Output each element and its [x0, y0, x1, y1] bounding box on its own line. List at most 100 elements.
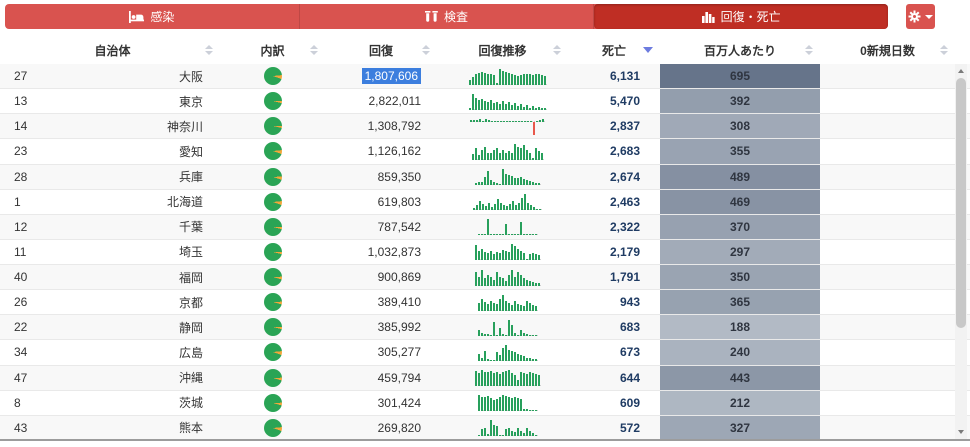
sort-icon — [310, 45, 318, 55]
prefecture-name: 愛知 — [178, 144, 203, 159]
death-count: 572 — [619, 420, 640, 435]
tab-infection[interactable]: 感染 — [5, 4, 300, 29]
spark-bar — [522, 252, 525, 261]
death-count: 5,470 — [609, 94, 640, 109]
col-header-zero-new-days[interactable]: 0新規日数 — [820, 36, 955, 64]
spark-bar — [519, 430, 522, 437]
spark-bar — [488, 203, 490, 211]
spark-bar — [479, 201, 481, 211]
spark-bar — [516, 272, 519, 286]
table-row[interactable]: 1 北海道 619,803 2,463 469 — [0, 189, 970, 215]
table-row[interactable]: 11 埼玉 1,032,873 2,179 297 — [0, 239, 970, 265]
scrollbar-thumb[interactable] — [956, 78, 966, 328]
death-count: 2,463 — [609, 194, 640, 209]
spark-bar — [483, 427, 486, 437]
spark-bar — [473, 208, 475, 211]
table-row[interactable]: 8 茨城 301,424 609 212 — [0, 390, 970, 416]
table-row[interactable]: 34 広島 305,277 673 240 — [0, 340, 970, 366]
spark-bar — [480, 150, 483, 160]
col-header-recovery-trend[interactable]: 回復推移 — [437, 36, 568, 64]
spark-bar — [534, 182, 537, 186]
sort-icon — [553, 45, 561, 55]
spark-bar — [477, 99, 480, 110]
table-row[interactable]: 28 兵庫 859,350 2,674 489 — [0, 164, 970, 190]
spark-bar — [530, 204, 532, 211]
spark-bar — [501, 347, 504, 361]
spark-bar — [494, 120, 496, 122]
recovery-trend-sparkline — [474, 168, 541, 186]
spark-bar — [492, 359, 495, 361]
spark-bar — [534, 434, 537, 437]
zero-new-days-cell — [820, 64, 955, 88]
spark-bar — [507, 102, 510, 110]
table-row[interactable]: 13 東京 2,822,011 5,470 392 — [0, 89, 970, 115]
tab-label: 検査 — [444, 10, 469, 24]
spark-bar — [492, 254, 495, 261]
spark-bar — [498, 373, 501, 387]
col-header-per-million[interactable]: 百万人あたり — [660, 36, 820, 64]
scroll-up-button[interactable] — [955, 65, 967, 77]
spark-bar — [480, 358, 483, 361]
spark-bar — [489, 74, 492, 85]
spark-bar — [501, 71, 504, 85]
recovery-trend-sparkline — [470, 118, 545, 135]
spark-bar — [495, 183, 498, 186]
spark-bar — [507, 252, 510, 261]
spark-bar — [537, 183, 540, 186]
table-row[interactable]: 12 千葉 787,542 2,322 370 — [0, 214, 970, 240]
recovery-trend-sparkline — [477, 394, 538, 412]
tab-recovery-death[interactable]: 回復・死亡 — [594, 4, 889, 29]
spark-bar — [489, 371, 492, 387]
spark-bar — [492, 372, 495, 387]
per-million-value: 392 — [729, 94, 751, 109]
spark-bar — [512, 201, 514, 211]
col-header-municipality[interactable]: 自治体 — [5, 36, 220, 64]
per-million-value: 355 — [729, 144, 751, 159]
breakdown-pie-chart — [263, 268, 282, 287]
table-row[interactable]: 26 京都 389,410 943 365 — [0, 290, 970, 316]
spark-bar — [531, 433, 534, 437]
spark-bar — [504, 250, 507, 261]
spark-bar — [486, 101, 489, 110]
spark-bar — [537, 254, 540, 261]
table-row[interactable]: 23 愛知 1,126,162 2,683 355 — [0, 139, 970, 165]
scroll-down-button[interactable] — [955, 426, 967, 438]
table-row[interactable]: 22 静岡 385,992 683 188 — [0, 315, 970, 341]
col-header-deaths[interactable]: 死亡 — [568, 36, 660, 64]
per-million-value: 327 — [729, 420, 751, 435]
table-row[interactable]: 40 福岡 900,869 1,791 350 — [0, 265, 970, 291]
spark-bar — [501, 234, 504, 236]
spark-bar — [543, 75, 546, 85]
spark-bar — [498, 183, 501, 186]
spark-bar — [525, 279, 528, 286]
spark-bar — [519, 329, 522, 336]
table-row[interactable]: 27 大阪 1,807,606 6,131 695 — [0, 64, 970, 90]
spark-bar — [537, 283, 540, 286]
spark-bar — [504, 72, 507, 85]
recovery-count: 269,820 — [377, 420, 421, 435]
prefecture-name: 埼玉 — [178, 245, 203, 260]
spark-bar — [470, 119, 472, 122]
recovery-trend-sparkline — [471, 143, 544, 160]
sort-icon — [940, 45, 948, 55]
table-row[interactable]: 47 沖縄 459,794 644 443 — [0, 365, 970, 391]
spark-bar — [534, 410, 537, 412]
spark-bar — [483, 371, 486, 387]
table-row[interactable]: 14 神奈川 1,308,792 2,837 308 — [0, 114, 970, 140]
spark-bar — [510, 105, 513, 110]
per-million-value: 350 — [729, 270, 751, 285]
spark-bar — [480, 370, 483, 387]
spark-bar — [483, 252, 486, 261]
prefecture-code: 47 — [14, 370, 28, 385]
col-header-recovery[interactable]: 回復 — [325, 36, 437, 64]
spark-bar — [513, 245, 516, 261]
spark-bar — [531, 410, 534, 412]
table-row[interactable]: 43 熊本 269,820 572 327 — [0, 415, 970, 439]
tab-testing[interactable]: 検査 — [300, 4, 595, 29]
per-million-value: 489 — [729, 169, 751, 184]
spark-bar — [525, 409, 528, 412]
settings-button[interactable] — [906, 4, 935, 29]
spark-bar — [510, 430, 513, 437]
col-header-breakdown[interactable]: 内訳 — [220, 36, 325, 64]
vertical-scrollbar[interactable] — [955, 64, 967, 439]
